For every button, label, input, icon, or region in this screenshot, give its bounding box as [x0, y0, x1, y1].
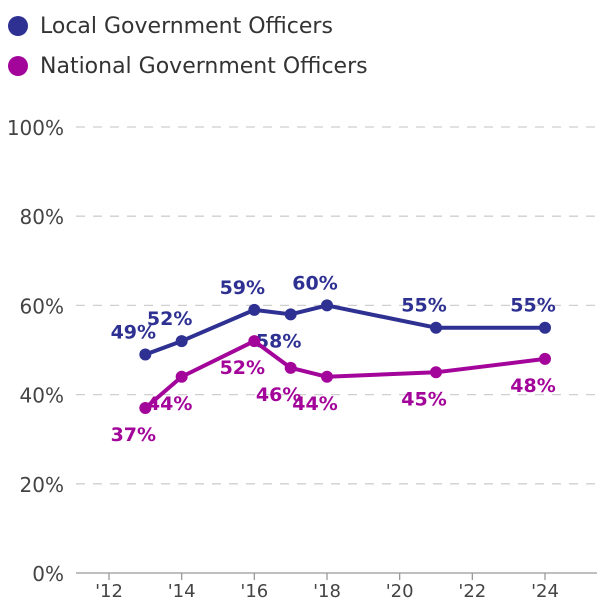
data-label: 45%: [401, 388, 446, 410]
y-tick-label: 20%: [20, 473, 64, 497]
legend-item-local: Local Government Officers: [8, 6, 368, 46]
legend-swatch-local: [8, 16, 28, 36]
data-point: [321, 370, 333, 383]
data-point: [248, 303, 261, 316]
data-label: 55%: [401, 295, 446, 317]
data-point: [430, 321, 442, 334]
x-tick-label: '12: [95, 581, 123, 600]
series-line-0: [143, 303, 547, 357]
data-label: 48%: [510, 375, 555, 397]
legend-label-local: Local Government Officers: [40, 13, 333, 39]
legend-swatch-national: [8, 56, 28, 76]
y-tick-label: 40%: [20, 384, 64, 408]
series-line-1: [143, 339, 547, 410]
x-tick-label: '22: [458, 581, 486, 600]
x-tick-label: '16: [240, 581, 268, 600]
data-label: 55%: [510, 295, 555, 317]
data-point: [321, 299, 333, 312]
y-tick-label: 80%: [20, 205, 64, 229]
data-label: 37%: [111, 424, 156, 446]
data-label: 52%: [147, 308, 192, 330]
data-point: [139, 348, 152, 361]
x-tick-label: '14: [168, 581, 196, 600]
y-tick-label: 100%: [7, 116, 64, 140]
data-point: [175, 335, 188, 348]
data-label: 52%: [220, 357, 265, 379]
x-tick-label: '20: [386, 581, 414, 600]
data-point: [284, 361, 297, 374]
data-label: 58%: [256, 330, 301, 352]
y-tick-label: 60%: [20, 294, 64, 318]
data-label: 59%: [220, 277, 265, 299]
data-point: [139, 401, 152, 414]
legend-item-national: National Government Officers: [8, 46, 368, 86]
data-point: [248, 335, 261, 348]
data-point: [430, 366, 442, 379]
data-label: 46%: [256, 384, 301, 406]
y-tick-label: 0%: [32, 562, 64, 586]
data-point: [175, 370, 188, 383]
data-point: [539, 321, 551, 334]
data-label: 44%: [292, 393, 337, 415]
data-point: [284, 308, 297, 321]
data-point: [539, 352, 551, 365]
x-tick-label: '24: [531, 581, 559, 600]
data-label: 60%: [292, 272, 337, 294]
data-label: 44%: [147, 393, 192, 415]
legend: Local Government Officers National Gover…: [8, 6, 368, 86]
x-tick-label: '18: [313, 581, 341, 600]
data-label: 49%: [111, 321, 156, 343]
legend-label-national: National Government Officers: [40, 53, 368, 79]
